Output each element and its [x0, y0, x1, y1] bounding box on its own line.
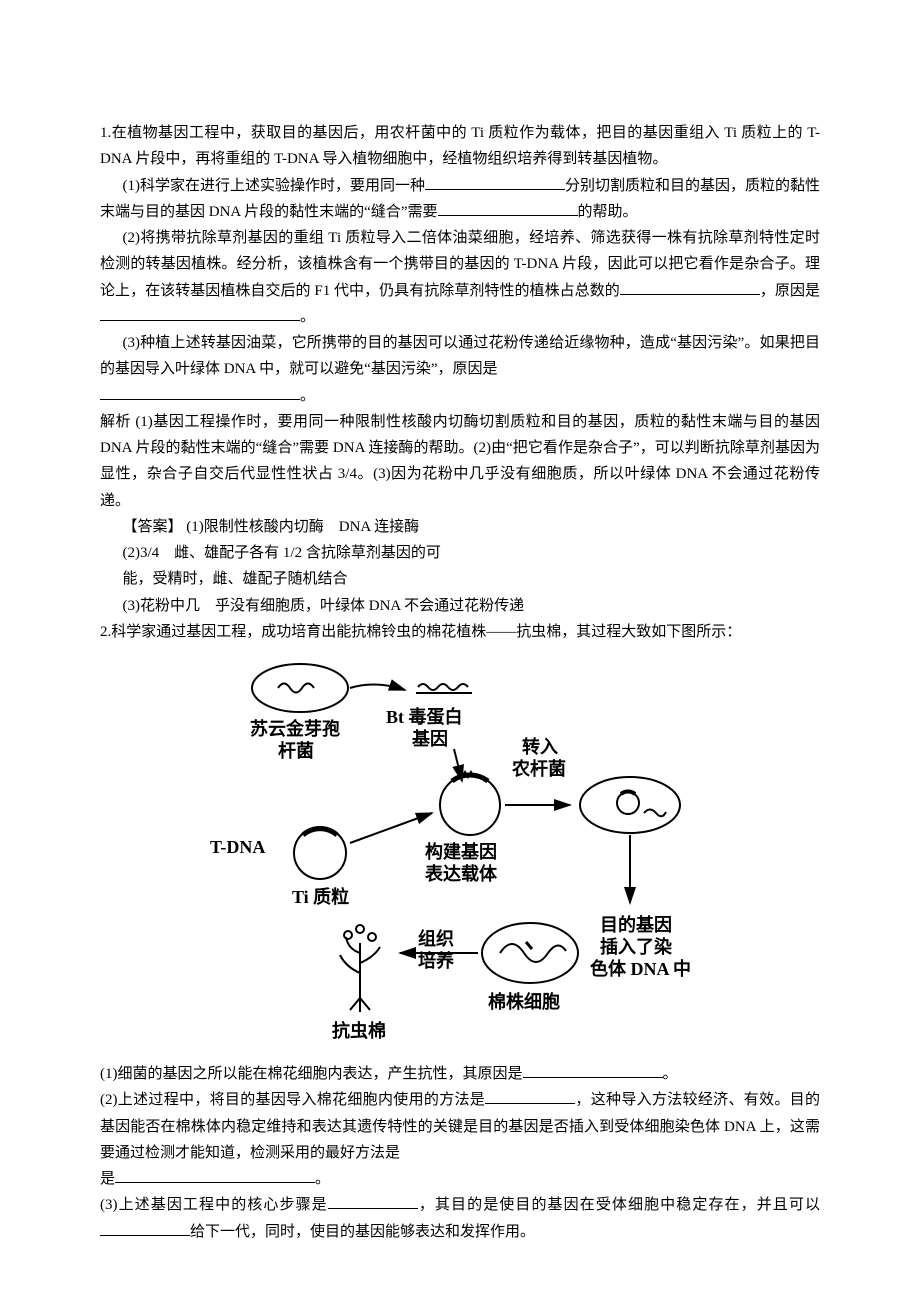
diagram-container: 苏云金芽孢 杆菌 Bt 毒蛋白 基因 T-DNA Ti 质粒 构建基因 [100, 645, 820, 1061]
q2-p1-b: 。 [663, 1066, 678, 1082]
q2-p3-c: 给下一代，同时，使目的基因能够表达和发挥作用。 [190, 1224, 535, 1240]
q2-p2-blank2-prefix: 是 [100, 1171, 115, 1187]
ti-tdna-arc [303, 829, 337, 835]
q1-part3-blank: 。 [100, 383, 820, 409]
cotton-plant-icon [340, 925, 380, 1012]
q1-part3: (3)种植上述转基因油菜，它所携带的目的基因可以通过花粉传递给近缘物种，造成“基… [100, 330, 820, 383]
agro-dna-icon [644, 810, 666, 817]
arrow-bacillus-to-bt [350, 684, 405, 690]
label-ti: Ti 质粒 [292, 886, 349, 907]
q1-p2-c: 。 [300, 309, 315, 325]
q2-p1-a: (1)细菌的基因之所以能在棉花细胞内表达，产生抗性，其原因是 [100, 1066, 523, 1082]
analysis-text: (1)基因工程操作时，要用同一种限制性核酸内切酶切割质粒和目的基因，质粒的黏性末… [100, 414, 820, 509]
q2-part1: (1)细菌的基因之所以能在棉花细胞内表达，产生抗性，其原因是 。 [100, 1061, 820, 1087]
agro-plasmid-arc [621, 791, 635, 794]
cotton-cell-insert-mark [526, 942, 532, 949]
label-bacillus2: 杆菌 [278, 740, 314, 761]
label-tdna: T-DNA [210, 837, 265, 857]
agrobacterium-cell [580, 777, 680, 833]
label-bt2: 基因 [411, 728, 448, 749]
label-build1: 构建基因 [425, 841, 497, 862]
q1-p3-b: 。 [300, 388, 315, 404]
label-ins2: 插入了染 [600, 936, 673, 957]
label-cell: 棉株细胞 [488, 991, 560, 1012]
agro-plasmid-icon [617, 792, 639, 814]
q2-p3-b: ，其目的是使目的基因在受体细胞中稳定存在，并且可以 [418, 1197, 820, 1213]
vector-tdna-arc [452, 775, 488, 781]
blank [438, 200, 578, 216]
q1-ans3: (3)花粉中几 乎没有细胞质，叶绿体 DNA 不会通过花粉传递 [100, 593, 820, 619]
label-agro1: 转入 [522, 736, 558, 757]
q1-analysis: 解析 (1)基因工程操作时，要用同一种限制性核酸内切酶切割质粒和目的基因，质粒的… [100, 409, 820, 514]
label-bacillus1: 苏云金芽孢 [250, 718, 340, 739]
q1-ans1: (1)限制性核酸内切酶 DNA 连接酶 [183, 519, 420, 535]
analysis-label: 解析 [100, 414, 131, 430]
q1-part1: (1)科学家在进行上述实验操作时，要用同一种分别切割质粒和目的基因，质粒的黏性末… [100, 173, 820, 226]
q1-stem: 1.在植物基因工程中，获取目的基因后，用农杆菌中的 Ti 质粒作为载体，把目的基… [100, 120, 820, 173]
label-agro2: 农杆菌 [511, 758, 566, 779]
bacillus-cell [252, 664, 348, 712]
q2-p3-a: (3)上述基因工程中的核心步骤是 [100, 1197, 328, 1213]
label-bt1: Bt 毒蛋白 [386, 706, 463, 727]
q1-p1-c: 的帮助。 [578, 204, 638, 220]
flow-diagram: 苏云金芽孢 杆菌 Bt 毒蛋白 基因 T-DNA Ti 质粒 构建基因 [200, 653, 720, 1053]
blank [425, 174, 565, 190]
ti-plasmid-icon [294, 827, 346, 879]
blank [523, 1062, 663, 1078]
label-cotton: 抗虫棉 [332, 1020, 386, 1041]
q2-part2: (2)上述过程中，将目的基因导入棉花细胞内使用的方法是，这种导入方法较经济、有效… [100, 1087, 820, 1166]
q2-part3: (3)上述基因工程中的核心步骤是 ，其目的是使目的基因在受体细胞中稳定存在，并且可… [100, 1192, 820, 1245]
blank [100, 384, 300, 400]
q1-p3-a: (3)种植上述转基因油菜，它所携带的目的基因可以通过花粉传递给近缘物种，造成“基… [100, 335, 820, 377]
blank [328, 1193, 418, 1209]
arrow-ti-to-vector [350, 813, 432, 843]
q2-stem: 2.科学家通过基因工程，成功培育出能抗棉铃虫的棉花植株——抗虫棉，其过程大致如下… [100, 619, 820, 645]
blank [100, 305, 300, 321]
label-build2: 表达载体 [425, 863, 498, 884]
label-ins1: 目的基因 [600, 914, 672, 935]
q2-p2-a: (2)上述过程中，将目的基因导入棉花细胞内使用的方法是 [100, 1092, 485, 1108]
label-ins3: 色体 DNA 中 [590, 958, 691, 979]
bt-gene-icon [418, 684, 468, 690]
cotton-cell-icon [482, 923, 578, 983]
label-tissue1: 组织 [418, 928, 454, 949]
q2-p2-c: 。 [315, 1171, 330, 1187]
q1-part2: (2)将携带抗除草剂基因的重组 Ti 质粒导入二倍体油菜细胞，经培养、筛选获得一… [100, 225, 820, 330]
bacillus-dna-icon [278, 684, 314, 693]
q1-answer-line1: 【答案】 (1)限制性核酸内切酶 DNA 连接酶 [100, 514, 820, 540]
cotton-cell-chromosome-icon [500, 944, 566, 962]
expression-vector-icon [440, 775, 500, 835]
blank [620, 279, 760, 295]
label-tissue2: 培养 [418, 950, 455, 971]
q2-part2-tail: 是。 [100, 1166, 820, 1192]
q1-ans2a: (2)3/4 雌、雄配子各有 1/2 含抗除草剂基因的可 [100, 540, 820, 566]
q1-ans2b: 能，受精时，雌、雄配子随机结合 [100, 566, 820, 592]
blank [485, 1088, 575, 1104]
blank [100, 1220, 190, 1236]
blank [115, 1167, 315, 1183]
answer-label: 【答案】 [123, 519, 183, 535]
q1-p1-a: (1)科学家在进行上述实验操作时，要用同一种 [123, 178, 426, 194]
q1-p2-b: ，原因是 [760, 283, 820, 299]
